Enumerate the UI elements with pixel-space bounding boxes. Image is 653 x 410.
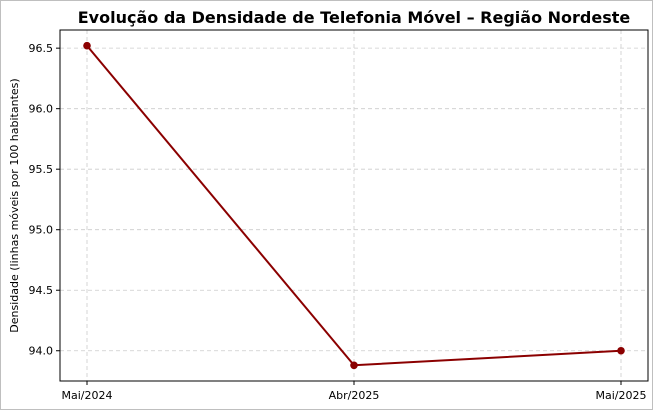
y-axis: 94.0 94.5 95.0 95.5 96.0 96.5	[29, 42, 60, 358]
x-tick-label: Mai/2025	[596, 389, 647, 402]
data-point	[617, 346, 625, 355]
x-tick-label: Mai/2024	[62, 389, 113, 402]
series-layer	[83, 41, 625, 370]
chart-title: Evolução da Densidade de Telefonia Móvel…	[78, 8, 631, 27]
data-point	[350, 361, 358, 370]
y-tick-label: 96.0	[29, 103, 54, 116]
y-tick-label: 95.0	[29, 224, 54, 237]
x-axis: Mai/2024 Abr/2025 Mai/2025	[62, 381, 647, 402]
y-axis-label: Densidade (linhas móveis por 100 habitan…	[8, 78, 21, 332]
grid-lines	[60, 30, 648, 381]
y-tick-label: 96.5	[29, 42, 54, 55]
x-tick-label: Abr/2025	[329, 389, 380, 402]
y-tick-label: 95.5	[29, 163, 54, 176]
y-tick-label: 94.5	[29, 284, 54, 297]
data-point	[83, 41, 91, 50]
y-tick-label: 94.0	[29, 345, 54, 358]
